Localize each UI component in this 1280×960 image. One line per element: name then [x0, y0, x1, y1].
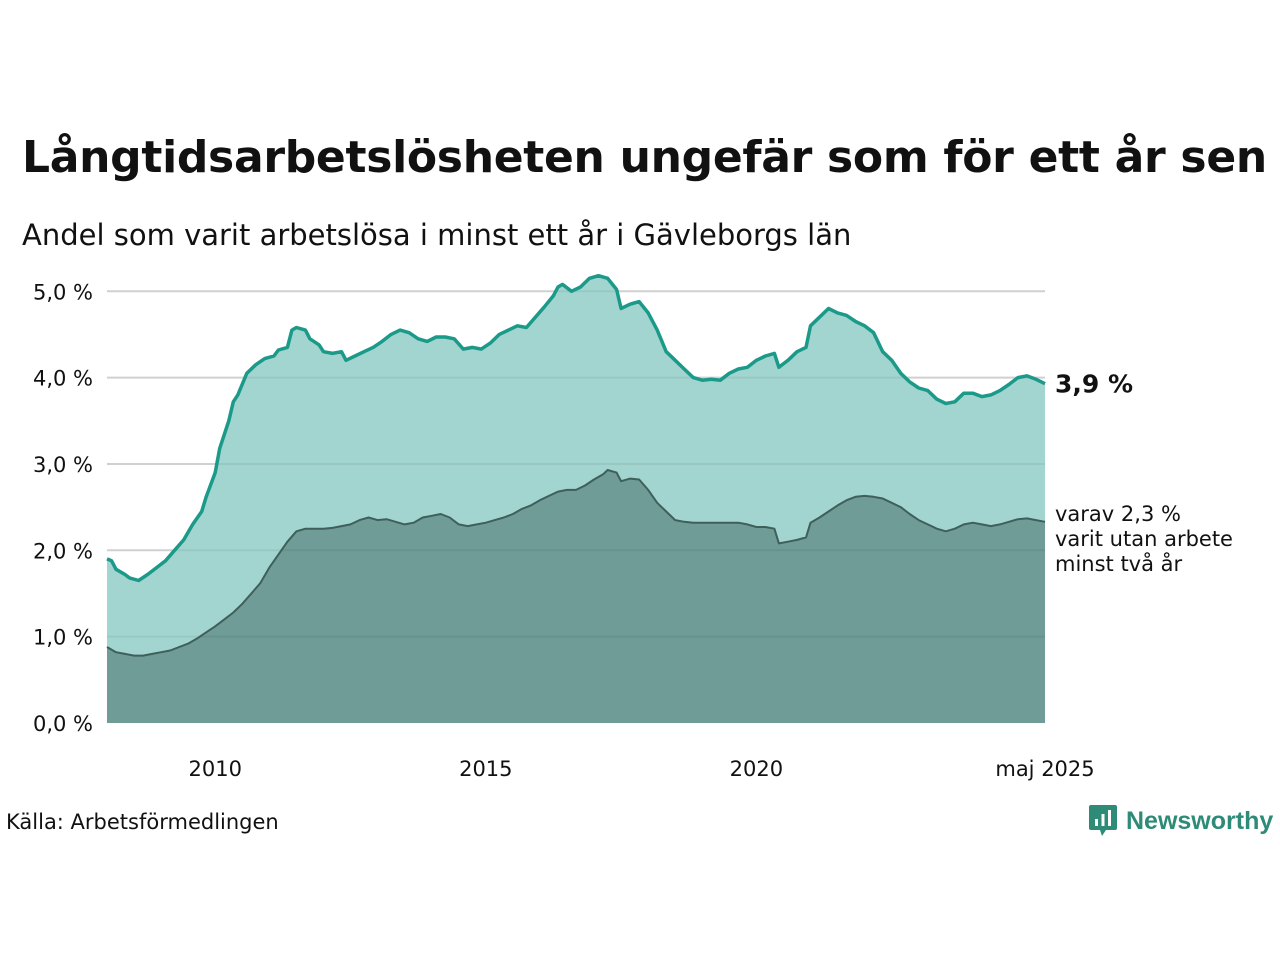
y-tick-label: 4,0 %	[33, 367, 93, 391]
chart-areas	[106, 273, 1046, 723]
y-tick-label: 5,0 %	[33, 280, 93, 304]
y-tick-label: 2,0 %	[33, 539, 93, 563]
newsworthy-logo-icon	[1089, 805, 1117, 836]
x-tick-label: 2020	[730, 757, 783, 781]
source-note: Källa: Arbetsförmedlingen	[6, 810, 279, 834]
line-total	[106, 273, 1046, 583]
chart-subtitle: Andel som varit arbetslösa i minst ett å…	[22, 218, 852, 252]
x-tick-label: 2015	[459, 757, 512, 781]
area-two-years	[107, 470, 1045, 723]
line-two-years	[106, 469, 1046, 657]
annotation-line: varit utan arbete	[1055, 527, 1233, 551]
y-tick-label: 0,0 %	[33, 712, 93, 736]
chart-title: Långtidsarbetslösheten ungefär som för e…	[22, 132, 1267, 183]
brand-logo: Newsworthy	[1088, 804, 1273, 838]
y-tick-label: 3,0 %	[33, 453, 93, 477]
end-value-label: 3,9 %	[1055, 370, 1133, 399]
x-tick-label: maj 2025	[995, 757, 1094, 781]
x-tick-label: 2010	[189, 757, 242, 781]
area-chart: 0,0 %1,0 %2,0 %3,0 %4,0 %5,0 % 2010 2015 2…	[33, 273, 1233, 781]
brand-name: Newsworthy	[1126, 806, 1274, 835]
x-axis: 2010 2015 2020 maj 2025	[189, 757, 1095, 781]
annotation-line: varav 2,3 %	[1055, 502, 1181, 526]
annotation-line: minst två år	[1055, 551, 1183, 576]
y-tick-label: 1,0 %	[33, 626, 93, 650]
y-axis: 0,0 % 1,0 % 2,0 % 3,0 % 4,0 % 5,0 %	[33, 280, 93, 736]
